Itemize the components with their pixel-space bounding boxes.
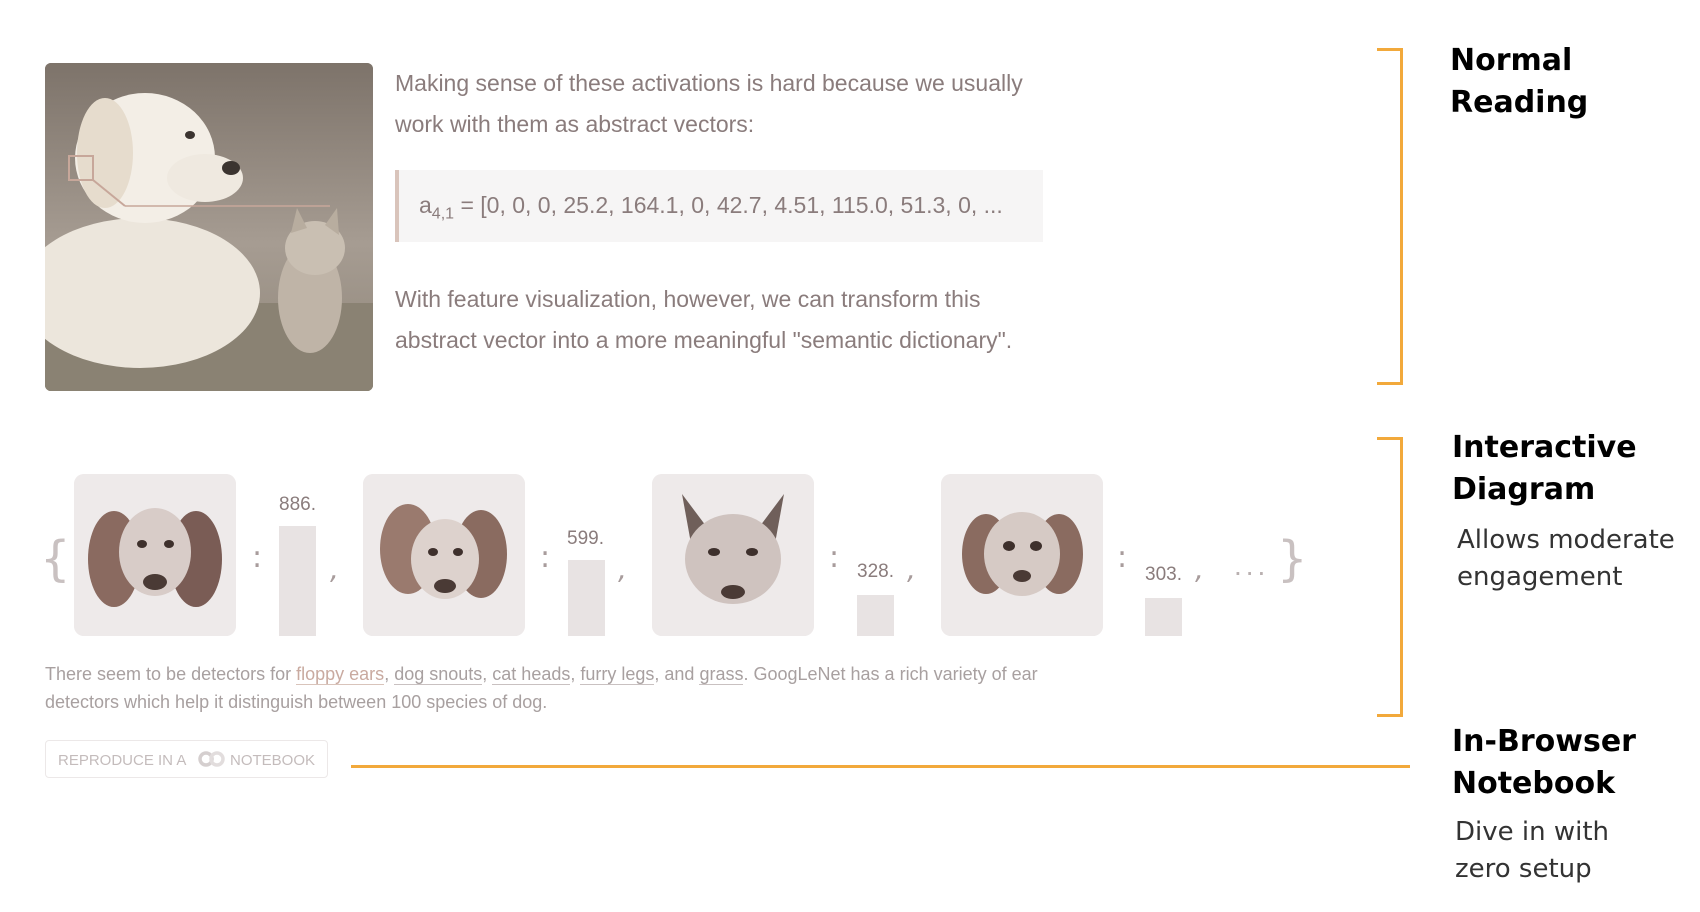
normal-reading-title-line1: Normal bbox=[1450, 43, 1573, 78]
link-furry-legs[interactable]: furry legs bbox=[580, 664, 655, 685]
activation-vector-text: a4,1 = [0, 0, 0, 25.2, 164.1, 0, 42.7, 4… bbox=[419, 192, 1003, 224]
dog-cat-photo bbox=[45, 63, 373, 391]
colon-separator: : bbox=[829, 540, 840, 575]
caption-prefix: There seem to be detectors for bbox=[45, 664, 297, 684]
link-floppy-ears[interactable]: floppy ears bbox=[296, 664, 385, 685]
open-brace: { bbox=[40, 531, 71, 587]
activation-value: 599. bbox=[567, 528, 604, 549]
puppy-feature-icon[interactable] bbox=[941, 474, 1103, 636]
colon-separator: : bbox=[1117, 540, 1128, 575]
colab-icon bbox=[197, 750, 227, 772]
interactive-sub-line1: Allows moderate bbox=[1457, 525, 1675, 555]
comma-separator: , bbox=[618, 553, 627, 586]
notebook-title-line2: Notebook bbox=[1452, 766, 1616, 801]
diagram-caption: There seem to be detectors for floppy ea… bbox=[45, 660, 1045, 716]
link-dog-snouts[interactable]: dog snouts bbox=[394, 664, 483, 685]
activation-bar bbox=[279, 526, 316, 636]
activation-value: 328. bbox=[857, 561, 894, 582]
interactive-diagram-subtitle: Allows moderate engagement bbox=[1457, 522, 1675, 596]
close-brace: } bbox=[1277, 531, 1308, 587]
activation-value: 303. bbox=[1145, 564, 1182, 585]
paragraph-semantic-dictionary: With feature visualization, however, we … bbox=[395, 286, 1013, 353]
interactive-sub-line2: engagement bbox=[1457, 562, 1623, 592]
interactive-diagram-title: Interactive Diagram bbox=[1452, 427, 1637, 511]
dog-feature-icon[interactable] bbox=[363, 474, 525, 636]
notebook-connector-line bbox=[351, 765, 1410, 768]
caption-separator: , bbox=[570, 664, 581, 684]
colon-separator: : bbox=[540, 540, 551, 575]
beagle-feature-icon[interactable] bbox=[74, 474, 236, 636]
comma-separator: , bbox=[1195, 553, 1204, 586]
link-cat-heads[interactable]: cat heads bbox=[492, 664, 571, 685]
interactive-title-line1: Interactive bbox=[1452, 430, 1637, 465]
vector-symbol: a bbox=[419, 192, 432, 218]
link-grass[interactable]: grass bbox=[699, 664, 744, 685]
activation-value: 886. bbox=[279, 494, 316, 515]
notebook-title-line1: In-Browser bbox=[1452, 724, 1636, 759]
caption-suffix: . GoogLeNet has a rich variety of ear de… bbox=[45, 664, 1038, 712]
interactive-diagram-bracket bbox=[1377, 437, 1403, 717]
notebook-subtitle: Dive in with zero setup bbox=[1455, 814, 1609, 888]
comma-separator: , bbox=[330, 553, 339, 586]
paragraph-activations: Making sense of these activations is har… bbox=[395, 70, 1023, 137]
notebook-sub-line2: zero setup bbox=[1455, 854, 1592, 884]
interactive-title-line2: Diagram bbox=[1452, 472, 1596, 507]
vector-subscript: 4,1 bbox=[431, 205, 455, 223]
reproduce-notebook-button[interactable]: REPRODUCE IN A NOTEBOOK bbox=[45, 740, 328, 778]
activation-bar bbox=[568, 560, 605, 636]
colon-separator: : bbox=[252, 540, 263, 575]
normal-reading-title-line2: Reading bbox=[1450, 85, 1589, 120]
notebook-title: In-Browser Notebook bbox=[1452, 721, 1636, 805]
activation-vector-block: a4,1 = [0, 0, 0, 25.2, 164.1, 0, 42.7, 4… bbox=[395, 170, 1043, 242]
activation-bar bbox=[857, 595, 894, 636]
caption-separator: , and bbox=[654, 664, 700, 684]
caption-separator: , bbox=[384, 664, 395, 684]
normal-reading-title: Normal Reading bbox=[1450, 40, 1588, 124]
notebook-sub-line1: Dive in with bbox=[1455, 817, 1610, 847]
fox-feature-icon[interactable] bbox=[652, 474, 814, 636]
ellipsis: ... bbox=[1234, 550, 1270, 581]
comma-separator: , bbox=[907, 553, 916, 586]
button-label-before: REPRODUCE IN A bbox=[58, 752, 187, 769]
normal-reading-bracket bbox=[1377, 48, 1403, 385]
activation-bar bbox=[1145, 598, 1182, 636]
button-label-after: NOTEBOOK bbox=[230, 752, 316, 769]
caption-separator: , bbox=[482, 664, 493, 684]
vector-values: = [0, 0, 0, 25.2, 164.1, 0, 42.7, 4.51, … bbox=[460, 192, 1003, 218]
